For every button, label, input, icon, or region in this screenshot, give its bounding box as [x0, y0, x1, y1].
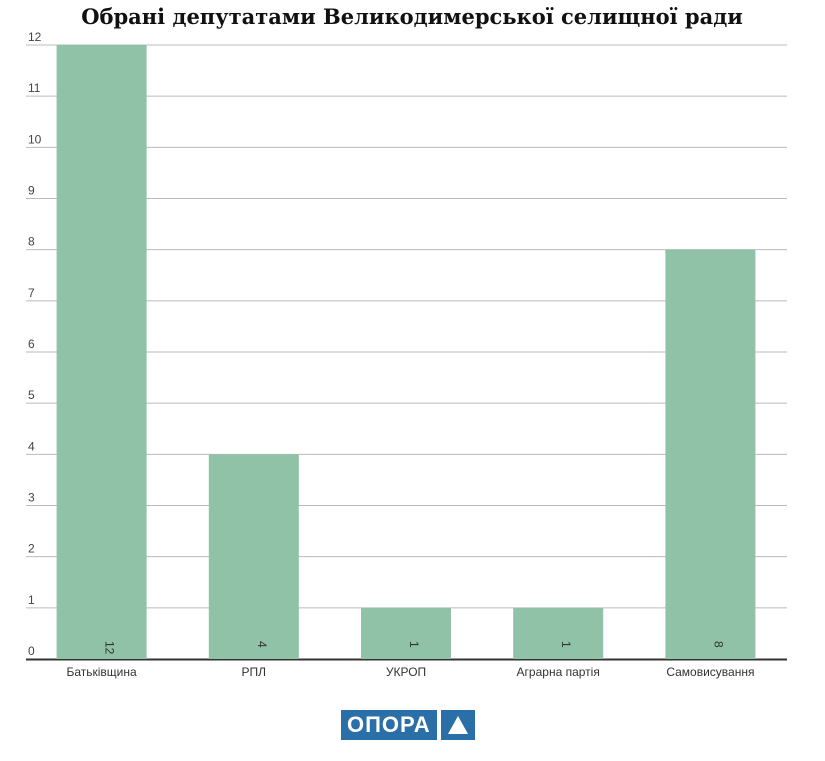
category-label: УКРОП — [386, 665, 426, 679]
logo-text: ОПОРА — [341, 710, 437, 740]
data-label: 12 — [103, 641, 117, 655]
bars — [56, 45, 756, 659]
bar-0[interactable] — [56, 45, 147, 659]
opora-logo: ОПОРА — [341, 710, 475, 740]
bar-3[interactable] — [513, 607, 604, 659]
data-label: 4 — [255, 641, 269, 648]
chart: Обрані депутатами Великодимерської селищ… — [26, 4, 787, 679]
bar-1[interactable] — [208, 454, 299, 659]
y-tick-label: 11 — [28, 81, 41, 95]
bar-2[interactable] — [361, 607, 451, 659]
bar-4[interactable] — [665, 249, 756, 659]
category-label: РПЛ — [242, 665, 267, 679]
category-label: Батьківщина — [66, 665, 137, 679]
y-tick-label: 10 — [28, 132, 42, 146]
triangle-icon — [440, 710, 475, 740]
data-label: 8 — [711, 641, 725, 648]
y-tick-label: 3 — [28, 491, 35, 505]
y-tick-label: 12 — [28, 30, 42, 44]
y-tick-label: 5 — [28, 388, 35, 402]
y-tick-label: 6 — [28, 337, 35, 351]
labels: 012345678910111212Батьківщина4РПЛ1УКРОП1… — [28, 30, 754, 679]
category-label: Аграрна партія — [517, 665, 600, 679]
data-label: 1 — [559, 641, 573, 648]
y-tick-label: 2 — [28, 542, 35, 556]
y-tick-label: 1 — [28, 593, 35, 607]
y-tick-label: 4 — [28, 439, 35, 453]
y-tick-label: 0 — [28, 644, 35, 658]
y-tick-label: 7 — [28, 286, 35, 300]
y-tick-label: 8 — [28, 235, 35, 249]
category-label: Самовисування — [666, 665, 754, 679]
data-label: 1 — [407, 641, 421, 648]
grid-lines — [26, 44, 787, 661]
y-tick-label: 9 — [28, 184, 35, 198]
chart-title: Обрані депутатами Великодимерської селищ… — [81, 4, 743, 29]
